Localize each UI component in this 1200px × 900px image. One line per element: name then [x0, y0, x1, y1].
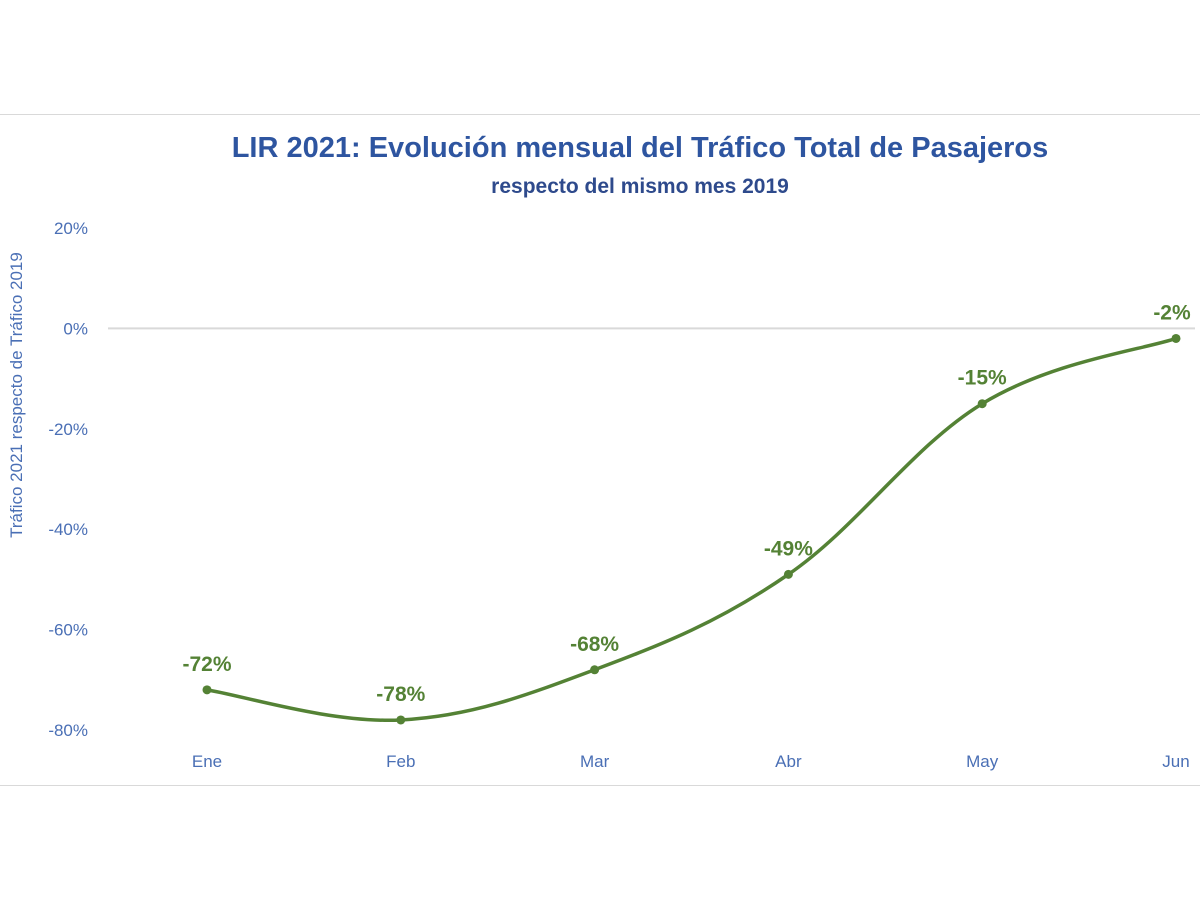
y-tick-label: -20%	[48, 420, 88, 439]
x-tick-label: Mar	[580, 752, 610, 771]
data-label: -68%	[570, 633, 619, 656]
y-tick-label: 20%	[54, 219, 88, 238]
y-tick-label: -40%	[48, 520, 88, 539]
chart-title: LIR 2021: Evolución mensual del Tráfico …	[231, 132, 1049, 164]
data-label: -78%	[376, 683, 425, 706]
data-label: -2%	[1153, 301, 1191, 324]
data-label: -72%	[182, 653, 231, 676]
series-line	[205, 336, 1178, 723]
y-tick-label: -60%	[48, 621, 88, 640]
y-tick-label: -80%	[48, 721, 88, 740]
data-labels: -72% -78% -68% -49% -15% -2%	[182, 301, 1191, 706]
data-label: -15%	[958, 367, 1007, 390]
data-point	[1171, 333, 1181, 343]
x-tick-label: Ene	[192, 752, 222, 771]
data-label: -49%	[764, 537, 813, 560]
chart-frame-top-border	[0, 114, 1200, 115]
x-axis-ticks: Ene Feb Mar Abr May Jun	[192, 752, 1190, 771]
data-point	[396, 715, 406, 725]
y-axis-label: Tráfico 2021 respecto de Tráfico 2019	[7, 252, 26, 538]
x-tick-label: Jun	[1162, 752, 1189, 771]
data-point	[590, 665, 600, 675]
x-tick-label: Abr	[775, 752, 802, 771]
data-point	[202, 685, 212, 695]
data-points	[202, 333, 1181, 725]
x-tick-label: May	[966, 752, 999, 771]
x-tick-label: Feb	[386, 752, 415, 771]
data-point	[977, 399, 987, 409]
data-point	[783, 569, 793, 579]
y-axis-ticks: 20% 0% -20% -40% -60% -80%	[48, 219, 88, 740]
chart-frame-bottom-border	[0, 785, 1200, 786]
y-tick-label: 0%	[63, 319, 88, 338]
chart-subtitle: respecto del mismo mes 2019	[491, 175, 789, 198]
